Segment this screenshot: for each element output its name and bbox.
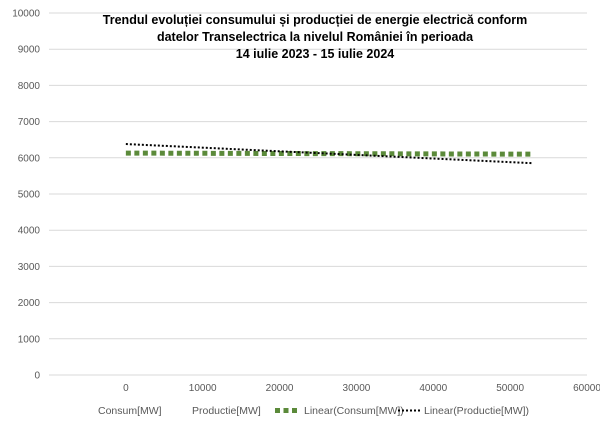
x-tick-label: 20000 xyxy=(266,383,294,394)
x-tick-label: 0 xyxy=(123,383,129,394)
chart-title: Trendul evoluției consumului și producți… xyxy=(103,13,527,61)
y-tick-label: 10000 xyxy=(12,9,40,20)
trendline-consum xyxy=(125,150,534,157)
x-tick-label: 60000 xyxy=(573,383,600,394)
y-tick-label: 0 xyxy=(34,371,40,382)
y-tick-label: 7000 xyxy=(18,117,41,128)
x-axis: 0 10000 20000 30000 40000 50000 60000 xyxy=(123,383,600,394)
y-axis: 0 1000 2000 3000 4000 5000 6000 7000 8000 9000 100… xyxy=(12,9,40,382)
chart-title-line-1: Trendul evoluției consumului și producți… xyxy=(103,13,527,27)
trendlines xyxy=(125,143,534,165)
y-tick-label: 9000 xyxy=(18,45,41,56)
y-tick-label: 6000 xyxy=(18,153,41,164)
x-tick-label: 30000 xyxy=(343,383,371,394)
y-tick-label: 1000 xyxy=(18,334,41,345)
y-tick-label: 8000 xyxy=(18,81,41,92)
legend: Consum[MW] Productie[MW] Linear(Consum[MW]… xyxy=(98,405,529,417)
legend-label: Productie[MW] xyxy=(192,405,261,417)
chart-title-line-3: 14 iulie 2023 - 15 iulie 2024 xyxy=(236,47,394,61)
x-tick-label: 50000 xyxy=(496,383,524,394)
x-tick-label: 40000 xyxy=(419,383,447,394)
x-tick-label: 10000 xyxy=(189,383,217,394)
grid-lines xyxy=(49,12,587,376)
legend-label: Linear(Consum[MW]) xyxy=(304,405,404,417)
y-tick-label: 2000 xyxy=(18,298,41,309)
chart-title-line-2: datelor Transelectrica la nivelul Români… xyxy=(157,30,474,44)
y-tick-label: 4000 xyxy=(18,226,41,237)
legend-label: Consum[MW] xyxy=(98,405,162,417)
y-tick-label: 3000 xyxy=(18,262,41,273)
legend-label: Linear(Productie[MW]) xyxy=(424,405,529,417)
y-tick-label: 5000 xyxy=(18,190,41,201)
